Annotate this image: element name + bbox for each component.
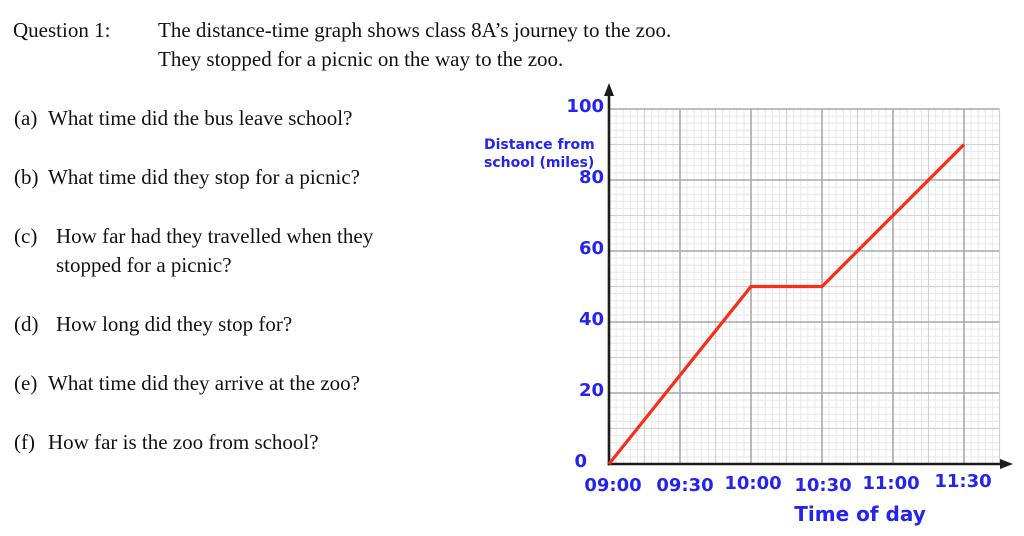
question-marker-c: (c) xyxy=(14,224,38,248)
question-text-c-line1: How far had they travelled when they xyxy=(56,224,374,248)
question-item-f: (f) How far is the zoo from school? xyxy=(14,428,319,457)
question-text-c: How far had they travelled when they sto… xyxy=(56,222,373,280)
y-tick-label-100: 100 xyxy=(566,96,604,117)
x-tick-label-1000: 10:00 xyxy=(724,473,782,494)
question-marker-f: (f) xyxy=(14,430,35,454)
question-item-b: (b) What time did they stop for a picnic… xyxy=(14,163,360,192)
y-axis-title-line1: Distance from xyxy=(484,137,595,153)
grid-fine-path xyxy=(609,109,1000,464)
axes xyxy=(604,83,1013,469)
question-item-a: (a) What time did the bus leave school? xyxy=(14,104,352,133)
question-marker-a: (a) xyxy=(14,106,38,130)
question-item-c: (c) How far had they travelled when they… xyxy=(14,222,373,280)
question-marker-b: (b) xyxy=(14,165,39,189)
y-tick-label-80: 80 xyxy=(578,167,604,188)
y-tick-label-20: 20 xyxy=(578,380,604,401)
journey-line-series xyxy=(607,143,966,465)
grid-medium-path xyxy=(609,109,1001,464)
question-text-f: How far is the zoo from school? xyxy=(48,430,319,454)
x-tick-label-0930: 09:30 xyxy=(656,475,714,496)
question-text-d: How long did they stop for? xyxy=(56,312,293,336)
x-tick-label-1100: 11:00 xyxy=(862,473,920,494)
intro-line-1: The distance-time graph shows class 8A’s… xyxy=(158,18,672,42)
question-item-e: (e) What time did they arrive at the zoo… xyxy=(14,369,360,398)
y-axis-arrowhead-icon xyxy=(604,83,614,96)
question-text-a: What time did the bus leave school? xyxy=(48,106,353,130)
y-axis-title-line2: school (miles) xyxy=(484,155,595,171)
grid-fine-lines xyxy=(609,109,1000,464)
y-axis-title: Distance from school (miles) xyxy=(484,136,595,172)
grid-major-path xyxy=(608,108,1000,465)
x-tick-label-1030: 10:30 xyxy=(794,475,852,496)
x-tick-label-1130: 11:30 xyxy=(934,471,992,492)
question-intro-text: The distance-time graph shows class 8A’s… xyxy=(158,16,671,74)
intro-line-2: They stopped for a picnic on the way to … xyxy=(158,47,564,71)
question-text-b: What time did they stop for a picnic? xyxy=(48,165,360,189)
x-axis-arrowhead-icon xyxy=(1000,459,1013,469)
y-tick-label-40: 40 xyxy=(578,309,604,330)
x-tick-label-0900: 09:00 xyxy=(584,475,642,496)
question-item-d: (d) How long did they stop for? xyxy=(14,310,292,339)
question-number-label: Question 1: xyxy=(13,18,111,42)
x-axis-title: Time of day xyxy=(794,502,926,526)
question-text-c-line2: stopped for a picnic? xyxy=(56,253,232,277)
grid-major-lines xyxy=(608,108,1000,465)
question-header: Question 1: The distance-time graph show… xyxy=(13,16,671,74)
grid-medium-lines xyxy=(609,109,1001,464)
y-tick-label-60: 60 xyxy=(578,238,604,259)
question-text-e: What time did they arrive at the zoo? xyxy=(48,371,360,395)
y-tick-label-0: 0 xyxy=(574,451,587,472)
question-marker-e: (e) xyxy=(14,371,38,395)
question-marker-d: (d) xyxy=(14,312,39,336)
